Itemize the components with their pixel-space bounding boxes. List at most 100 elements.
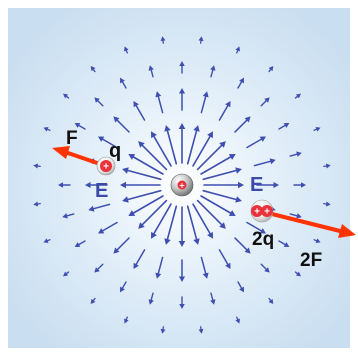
- field-arrow-icon: [33, 201, 41, 207]
- field-arrow-icon: [186, 125, 200, 165]
- field-arrow-icon: [246, 136, 267, 149]
- field-arrow-icon: [179, 61, 185, 74]
- field-arrow-icon: [160, 36, 166, 44]
- field-arrow-icon: [210, 65, 216, 78]
- field-arrow-icon: [192, 131, 213, 167]
- field-arrow-icon: [202, 189, 242, 203]
- field-arrow-icon: [260, 97, 270, 107]
- field-arrow-icon: [160, 326, 166, 334]
- field-arrow-icon: [203, 181, 244, 189]
- charge-label-q: q: [109, 140, 121, 162]
- field-arrows-group: [33, 36, 331, 334]
- field-arrow-icon: [164, 205, 178, 245]
- field-arrow-icon: [179, 296, 185, 309]
- force-arrow-f: [52, 146, 105, 167]
- field-arrow-icon: [85, 181, 108, 189]
- field-arrow-icon: [155, 256, 164, 279]
- field-arrow-icon: [122, 167, 162, 181]
- field-arrow-icon: [58, 182, 71, 188]
- field-arrow-icon: [122, 189, 162, 203]
- field-arrow-icon: [113, 237, 130, 254]
- force-label-f: F: [66, 128, 78, 149]
- field-arrow-icon: [62, 213, 75, 219]
- field-arrow-icon: [155, 91, 164, 114]
- field-arrow-icon: [246, 221, 267, 234]
- field-arrow-icon: [294, 93, 302, 99]
- source-charge-icon: +: [170, 173, 194, 197]
- field-arrow-icon: [138, 141, 168, 171]
- field-arrow-icon: [218, 100, 231, 121]
- field-arrow-icon: [235, 46, 240, 54]
- field-arrow-icon: [124, 46, 129, 54]
- field-arrow-icon: [253, 158, 276, 167]
- field-arrow-icon: [151, 131, 172, 167]
- probe-2q-sign-2: +: [264, 207, 270, 218]
- field-arrow-icon: [313, 238, 321, 243]
- field-arrow-icon: [164, 125, 178, 165]
- field-arrow-icon: [237, 77, 244, 89]
- field-arrow-icon: [88, 203, 111, 212]
- field-arrow-icon: [43, 238, 51, 243]
- field-arrow-icon: [33, 163, 41, 169]
- field-arrow-icon: [138, 199, 168, 229]
- field-arrow-icon: [294, 271, 302, 277]
- field-arrow-icon: [113, 116, 130, 133]
- field-arrow-icon: [43, 127, 51, 132]
- field-arrow-icon: [133, 100, 146, 121]
- field-arrow-icon: [198, 36, 204, 44]
- field-arrow-icon: [235, 316, 240, 324]
- field-arrow-icon: [313, 127, 321, 132]
- field-arrow-icon: [256, 181, 279, 189]
- field-arrow-icon: [237, 281, 244, 293]
- field-arrow-icon: [124, 316, 129, 324]
- field-arrow-icon: [94, 97, 104, 107]
- charge-label-2q: 2q: [252, 229, 274, 250]
- field-arrow-icon: [178, 88, 186, 111]
- field-arrow-icon: [200, 195, 236, 216]
- probe-charge-q-icon: +: [96, 156, 116, 176]
- field-arrow-icon: [196, 141, 226, 171]
- probe-charge-2q-icon: + +: [250, 199, 274, 223]
- field-arrow-icon: [74, 240, 86, 247]
- field-arrow-icon: [210, 292, 216, 305]
- force-label-2f: 2F: [300, 250, 322, 271]
- field-arrow-icon: [289, 213, 302, 219]
- field-label-e-right: E: [250, 174, 263, 196]
- field-arrow-icon: [268, 65, 274, 73]
- field-arrow-icon: [323, 201, 331, 207]
- field-arrow-icon: [151, 203, 172, 239]
- field-arrow-icon: [133, 249, 146, 270]
- field-arrow-icon: [278, 240, 290, 247]
- field-arrow-icon: [196, 199, 226, 229]
- field-arrow-icon: [62, 271, 70, 277]
- field-arrow-icon: [186, 205, 200, 245]
- field-arrow-icon: [128, 195, 164, 216]
- field-arrow-icon: [234, 116, 251, 133]
- field-label-e-left: E: [95, 180, 108, 202]
- field-arrow-icon: [148, 65, 154, 78]
- field-arrow-icon: [200, 91, 209, 114]
- field-arrow-icon: [178, 123, 186, 164]
- field-arrow-icon: [120, 77, 127, 89]
- field-arrow-icon: [128, 154, 164, 175]
- force-arrow-2f: [270, 212, 356, 238]
- field-arrow-icon: [90, 65, 96, 73]
- field-arrow-icon: [260, 263, 270, 273]
- field-arrow-icon: [90, 297, 96, 305]
- field-arrow-icon: [202, 167, 242, 181]
- probe-2q-sign-1: +: [254, 207, 260, 218]
- source-charge-sign: +: [179, 180, 184, 190]
- field-arrow-icon: [218, 249, 231, 270]
- probe-q-sign: +: [103, 162, 109, 173]
- field-arrow-icon: [120, 181, 161, 189]
- field-arrow-icon: [198, 326, 204, 334]
- field-arrow-icon: [268, 297, 274, 305]
- field-arrow-icon: [234, 237, 251, 254]
- field-arrow-icon: [62, 93, 70, 99]
- field-arrow-icon: [74, 123, 86, 130]
- field-arrow-icon: [323, 163, 331, 169]
- field-arrow-icon: [94, 263, 104, 273]
- field-arrow-icon: [200, 256, 209, 279]
